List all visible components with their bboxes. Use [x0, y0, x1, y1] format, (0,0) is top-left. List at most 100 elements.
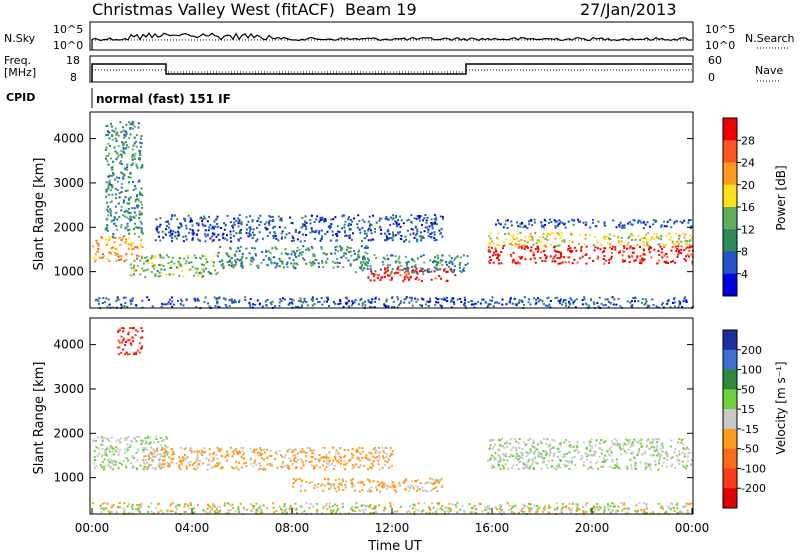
echo-cell	[357, 457, 360, 459]
echo-cell	[301, 223, 304, 226]
echo-cell	[541, 300, 544, 303]
echo-cell	[394, 220, 397, 223]
echo-cell	[604, 304, 607, 306]
echo-cell	[404, 235, 407, 238]
echo-cell	[636, 454, 639, 457]
echo-cell	[622, 504, 625, 507]
echo-cell	[320, 247, 323, 250]
echo-cell	[215, 254, 218, 256]
echo-cell	[387, 266, 389, 269]
echo-cell	[259, 446, 262, 449]
echo-cell	[308, 447, 311, 449]
echo-cell	[344, 486, 347, 489]
echo-cell	[642, 252, 645, 255]
echo-cell	[115, 252, 118, 255]
echo-cell	[137, 247, 140, 250]
echo-cell	[458, 264, 461, 266]
echo-cell	[528, 457, 531, 460]
echo-cell	[133, 352, 136, 355]
echo-cell	[209, 272, 212, 274]
echo-cell	[599, 441, 601, 444]
echo-cell	[538, 241, 541, 244]
echo-cell	[430, 270, 433, 273]
echo-cell	[609, 511, 612, 514]
echo-cell	[257, 453, 260, 456]
echo-cell	[159, 449, 162, 452]
echo-cell	[314, 458, 317, 460]
echo-cell	[138, 351, 141, 354]
echo-cell	[116, 156, 119, 159]
echo-cell	[216, 446, 219, 449]
echo-cell	[111, 184, 114, 187]
echo-cell	[248, 215, 251, 218]
echo-cell	[429, 236, 432, 239]
echo-cell	[212, 227, 215, 230]
echo-cell	[617, 444, 620, 447]
echo-cell	[607, 241, 610, 244]
echo-cell	[116, 448, 119, 451]
echo-cell	[336, 225, 339, 228]
echo-cell	[620, 243, 622, 246]
echo-cell	[646, 241, 648, 244]
echo-cell	[511, 467, 514, 470]
echo-cell	[374, 228, 376, 230]
echo-cell	[639, 442, 642, 445]
echo-cell	[262, 504, 265, 507]
echo-cell	[447, 511, 450, 514]
echo-cell	[294, 228, 297, 231]
echo-cell	[657, 468, 660, 471]
echo-cell	[159, 437, 162, 439]
echo-cell	[274, 232, 277, 235]
echo-cell	[313, 221, 316, 223]
echo-cell	[367, 300, 370, 303]
echo-cell	[433, 479, 436, 482]
echo-cell	[658, 458, 661, 461]
echo-cell	[676, 255, 679, 258]
echo-cell	[107, 438, 110, 441]
echo-cell	[235, 250, 238, 253]
echo-cell	[627, 242, 630, 245]
echo-cell	[408, 301, 411, 304]
echo-cell	[567, 247, 570, 250]
echo-cell	[347, 449, 350, 452]
echo-cell	[337, 486, 340, 488]
echo-cell	[321, 218, 324, 221]
nave-tick-low: 0	[708, 71, 715, 84]
echo-cell	[106, 229, 109, 232]
echo-cell	[435, 260, 437, 263]
echo-cell	[190, 219, 193, 221]
echo-cell	[588, 443, 591, 446]
echo-cell	[383, 304, 386, 307]
echo-cell	[124, 452, 126, 454]
echo-cell	[179, 303, 182, 306]
echo-cell	[309, 219, 312, 221]
echo-cell	[350, 453, 353, 456]
echo-cell	[105, 190, 108, 193]
echo-cell	[433, 214, 436, 217]
echo-cell	[166, 254, 168, 257]
echo-cell	[672, 302, 674, 304]
echo-cell	[540, 441, 543, 444]
echo-cell	[310, 214, 313, 217]
echo-cell	[531, 445, 534, 448]
echo-cell	[138, 510, 140, 513]
echo-cell	[284, 298, 286, 301]
echo-cell	[498, 449, 501, 452]
echo-cell	[139, 141, 141, 144]
echo-cell	[305, 225, 308, 228]
echo-cell	[626, 439, 629, 442]
echo-cell	[327, 298, 329, 301]
echo-cell	[92, 245, 95, 248]
echo-cell	[387, 305, 390, 308]
echo-cell	[141, 246, 144, 248]
echo-cell	[325, 261, 328, 264]
echo-cell	[129, 219, 132, 222]
echo-cell	[105, 297, 108, 300]
echo-cell	[110, 220, 113, 223]
echo-cell	[660, 248, 663, 250]
echo-cell	[131, 154, 134, 157]
echo-cell	[573, 258, 576, 261]
echo-cell	[127, 247, 130, 250]
echo-cell	[257, 509, 259, 512]
echo-cell	[153, 266, 156, 269]
